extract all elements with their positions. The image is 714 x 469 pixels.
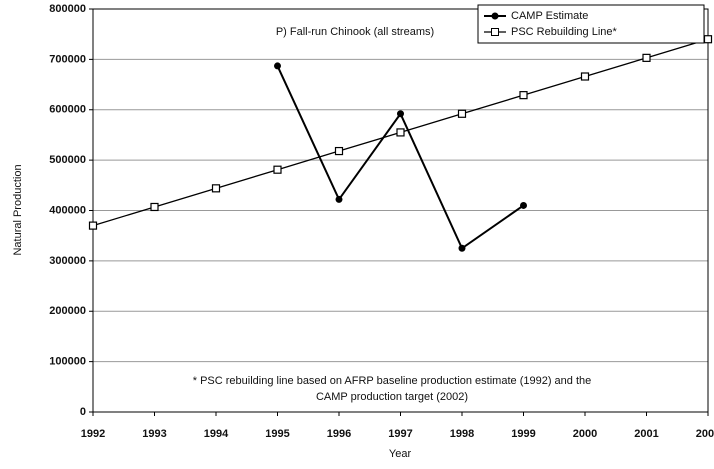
y-tick-label: 100000 xyxy=(49,356,86,368)
x-tick-label: 1997 xyxy=(388,428,412,440)
point xyxy=(273,165,282,174)
legend-marker xyxy=(491,12,499,20)
point xyxy=(642,53,651,62)
x-axis-label: Year xyxy=(389,448,412,460)
point xyxy=(274,62,281,70)
y-tick-label: 0 xyxy=(80,406,86,418)
x-tick-label: 1992 xyxy=(81,428,105,440)
point xyxy=(397,110,404,118)
x-tick-label: 2001 xyxy=(634,428,658,440)
footnote: CAMP production target (2002) xyxy=(316,391,468,403)
y-tick-label: 200000 xyxy=(49,305,86,317)
point xyxy=(580,72,590,81)
point xyxy=(335,195,343,203)
legend-marker xyxy=(491,28,499,36)
point xyxy=(150,202,159,212)
y-tick-label: 600000 xyxy=(49,104,86,116)
point xyxy=(88,221,98,230)
y-tick-label: 800000 xyxy=(49,3,86,15)
plot-frame xyxy=(92,8,709,413)
point xyxy=(519,91,528,100)
x-tick-label: 1995 xyxy=(265,428,289,440)
point xyxy=(211,184,221,193)
y-tick-label: 500000 xyxy=(49,154,86,166)
x-tick-label: 1993 xyxy=(142,428,166,440)
x-tick-label: 2000 xyxy=(573,428,597,440)
x-tick-label: 1998 xyxy=(450,428,474,440)
series-line xyxy=(276,65,525,250)
point xyxy=(520,201,527,209)
point xyxy=(334,146,344,156)
x-tick-label: 2002 xyxy=(696,428,714,440)
y-tick-label: 400000 xyxy=(49,204,86,216)
footnote: * PSC rebuilding line based on AFRP base… xyxy=(193,375,592,387)
point xyxy=(396,128,405,137)
x-tick-label: 1996 xyxy=(327,428,351,440)
legend-box xyxy=(477,4,705,44)
legend-label: PSC Rebuilding Line* xyxy=(511,26,618,38)
point xyxy=(703,35,713,44)
x-tick-label: 1994 xyxy=(204,428,229,440)
chart-title: P) Fall-run Chinook (all streams) xyxy=(276,26,434,38)
y-axis-label: Natural Production xyxy=(12,164,24,255)
y-tick-label: 300000 xyxy=(49,255,86,267)
point xyxy=(457,109,467,118)
legend-label: CAMP Estimate xyxy=(511,10,588,22)
point xyxy=(458,244,466,252)
x-tick-label: 1999 xyxy=(511,428,535,440)
y-tick-label: 700000 xyxy=(49,53,86,65)
